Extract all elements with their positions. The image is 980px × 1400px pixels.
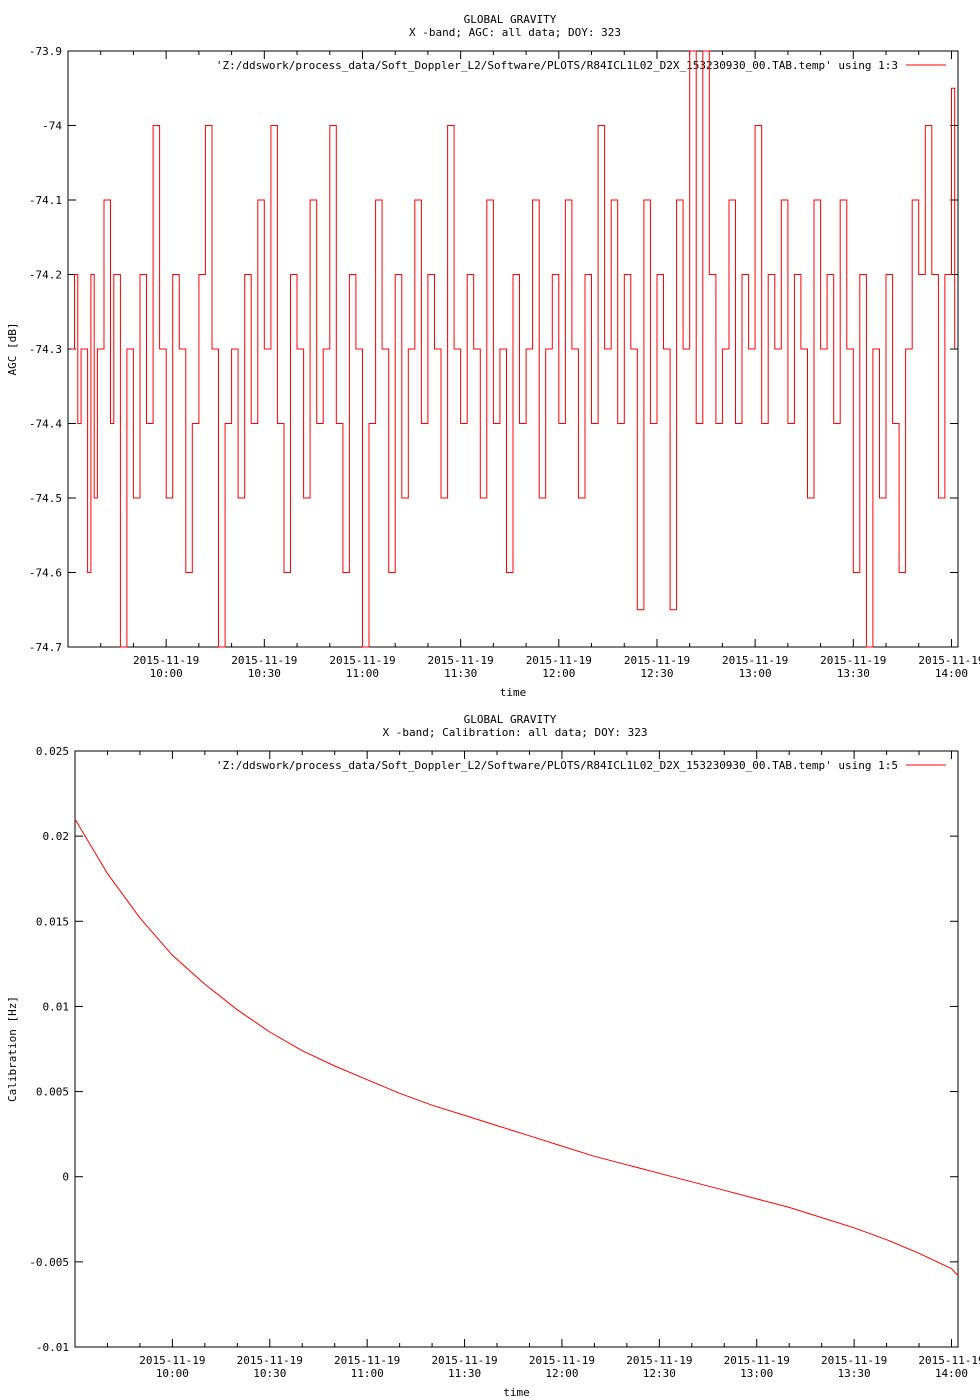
x-tick-date: 2015-11-19 bbox=[526, 654, 592, 667]
x-tick-time: 11:00 bbox=[351, 1367, 384, 1380]
x-tick-time: 10:30 bbox=[248, 667, 281, 680]
x-tick-date: 2015-11-19 bbox=[237, 1354, 303, 1367]
y-tick-label: 0.015 bbox=[36, 915, 69, 928]
x-tick-date: 2015-11-19 bbox=[724, 1354, 790, 1367]
x-tick-date: 2015-11-19 bbox=[918, 654, 980, 667]
y-tick-label: -74.1 bbox=[29, 194, 62, 207]
legend-label: 'Z:/ddswork/process_data/Soft_Doppler_L2… bbox=[216, 759, 898, 772]
x-tick-date: 2015-11-19 bbox=[231, 654, 297, 667]
y-tick-label: -74.2 bbox=[29, 269, 62, 282]
y-tick-label: -74.7 bbox=[29, 641, 62, 654]
x-tick-time: 10:00 bbox=[150, 667, 183, 680]
x-tick-time: 12:00 bbox=[545, 1367, 578, 1380]
x-tick-time: 14:00 bbox=[935, 1367, 968, 1380]
y-tick-label: -0.01 bbox=[36, 1341, 69, 1354]
x-tick-time: 10:00 bbox=[156, 1367, 189, 1380]
x-tick-time: 12:30 bbox=[640, 667, 673, 680]
y-tick-label: -74.3 bbox=[29, 343, 62, 356]
y-tick-label: -74.5 bbox=[29, 492, 62, 505]
y-tick-label: -73.9 bbox=[29, 45, 62, 58]
y-tick-label: 0.025 bbox=[36, 745, 69, 758]
y-tick-label: 0.005 bbox=[36, 1086, 69, 1099]
x-tick-date: 2015-11-19 bbox=[626, 1354, 692, 1367]
x-tick-date: 2015-11-19 bbox=[918, 1354, 980, 1367]
x-tick-time: 14:00 bbox=[935, 667, 968, 680]
y-tick-label: -74.6 bbox=[29, 567, 62, 580]
y-tick-label: 0 bbox=[62, 1171, 69, 1184]
y-axis-label: Calibration [Hz] bbox=[6, 996, 19, 1102]
x-tick-time: 10:30 bbox=[253, 1367, 286, 1380]
x-tick-time: 13:30 bbox=[837, 667, 870, 680]
x-tick-date: 2015-11-19 bbox=[139, 1354, 205, 1367]
plot-frame bbox=[74, 750, 959, 1348]
chart-title: GLOBAL GRAVITY bbox=[464, 13, 557, 26]
x-tick-date: 2015-11-19 bbox=[820, 654, 886, 667]
chart-title: GLOBAL GRAVITY bbox=[464, 713, 557, 726]
series-line bbox=[74, 818, 959, 1276]
x-axis-label: time bbox=[503, 1386, 530, 1399]
y-tick-label: -74.4 bbox=[29, 418, 62, 431]
legend-label: 'Z:/ddswork/process_data/Soft_Doppler_L2… bbox=[216, 59, 898, 72]
x-axis-label: time bbox=[500, 686, 527, 699]
chart-subtitle: X -band; Calibration: all data; DOY: 323 bbox=[383, 726, 648, 739]
y-tick-label: 0.01 bbox=[43, 1000, 70, 1013]
x-tick-time: 11:30 bbox=[448, 1367, 481, 1380]
x-tick-time: 13:00 bbox=[739, 667, 772, 680]
x-tick-date: 2015-11-19 bbox=[821, 1354, 887, 1367]
x-tick-date: 2015-11-19 bbox=[133, 654, 199, 667]
x-tick-date: 2015-11-19 bbox=[529, 1354, 595, 1367]
x-tick-time: 13:30 bbox=[838, 1367, 871, 1380]
x-tick-time: 13:00 bbox=[740, 1367, 773, 1380]
x-tick-date: 2015-11-19 bbox=[431, 1354, 497, 1367]
y-tick-label: 0.02 bbox=[43, 830, 70, 843]
x-tick-date: 2015-11-19 bbox=[329, 654, 395, 667]
x-tick-time: 11:00 bbox=[346, 667, 379, 680]
x-tick-date: 2015-11-19 bbox=[428, 654, 494, 667]
y-tick-label: -74 bbox=[42, 120, 62, 133]
x-tick-time: 12:00 bbox=[542, 667, 575, 680]
y-axis-label: AGC [dB] bbox=[6, 323, 19, 376]
x-tick-time: 11:30 bbox=[444, 667, 477, 680]
chart-subtitle: X -band; AGC: all data; DOY: 323 bbox=[409, 26, 621, 39]
x-tick-date: 2015-11-19 bbox=[624, 654, 690, 667]
x-tick-date: 2015-11-19 bbox=[722, 654, 788, 667]
x-tick-date: 2015-11-19 bbox=[334, 1354, 400, 1367]
y-tick-label: -0.005 bbox=[29, 1256, 69, 1269]
x-tick-time: 12:30 bbox=[643, 1367, 676, 1380]
series-line bbox=[71, 50, 956, 648]
